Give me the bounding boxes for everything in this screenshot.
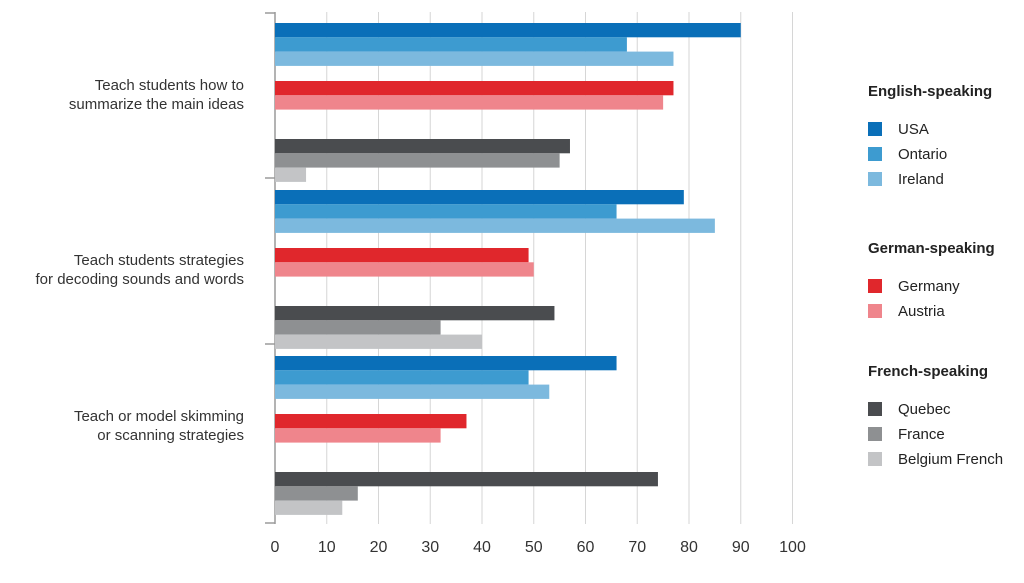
- legend-label: USA: [898, 121, 929, 138]
- bar-ontario: [275, 37, 627, 52]
- legend-swatch: [868, 427, 882, 441]
- bar-france: [275, 486, 358, 501]
- legend-swatch: [868, 452, 882, 466]
- legend-label: Germany: [898, 278, 960, 295]
- category-labels: Teach students how to summarize the main …: [36, 77, 244, 444]
- x-tick-label: 90: [732, 539, 750, 556]
- legend-label: France: [898, 426, 945, 443]
- bar-france: [275, 153, 560, 168]
- legend-group-title: French-speaking: [868, 363, 988, 380]
- legend-label: Belgium French: [898, 451, 1003, 468]
- category-label: or scanning strategies: [97, 427, 244, 444]
- bar-ontario: [275, 370, 529, 385]
- legend-label: Quebec: [898, 401, 951, 418]
- bar-austria: [275, 95, 664, 110]
- x-tick-label: 50: [525, 539, 543, 556]
- category-label: Teach or model skimming: [74, 408, 244, 425]
- bars: [275, 23, 741, 515]
- x-tick-labels: 0 10 20 30 40 50 60 70 80 90 100: [271, 539, 806, 556]
- legend-swatch: [868, 147, 882, 161]
- legend-swatch: [868, 304, 882, 318]
- x-tick-label: 100: [779, 539, 806, 556]
- legend-label: Austria: [898, 303, 945, 320]
- legend-label: Ireland: [898, 171, 944, 188]
- bar-quebec: [275, 306, 555, 321]
- legend-swatch: [868, 279, 882, 293]
- x-tick-label: 60: [577, 539, 595, 556]
- legend-swatch: [868, 402, 882, 416]
- bar-austria: [275, 428, 441, 443]
- legend-group-title: English-speaking: [868, 83, 992, 100]
- bar-france: [275, 320, 441, 335]
- bar-belgium-french: [275, 500, 343, 515]
- legend-swatch: [868, 122, 882, 136]
- bar-ireland: [275, 384, 550, 399]
- bar-belgium-french: [275, 334, 482, 349]
- legend-swatch: [868, 172, 882, 186]
- x-tick-label: 80: [680, 539, 698, 556]
- bar-germany: [275, 81, 674, 96]
- bar-austria: [275, 262, 534, 277]
- bar-usa: [275, 356, 617, 371]
- x-tick-label: 0: [271, 539, 280, 556]
- bar-quebec: [275, 472, 658, 487]
- category-label: Teach students strategies: [74, 252, 244, 269]
- legend-label: Ontario: [898, 146, 947, 163]
- y-axis: [265, 12, 276, 524]
- x-tick-label: 30: [421, 539, 439, 556]
- bar-germany: [275, 248, 529, 263]
- x-tick-label: 40: [473, 539, 491, 556]
- legend: English-speaking USA Ontario Ireland German-…: [868, 83, 1003, 468]
- bar-ireland: [275, 51, 674, 66]
- category-label: Teach students how to: [95, 77, 244, 94]
- x-tick-label: 20: [370, 539, 388, 556]
- bar-usa: [275, 190, 684, 205]
- bar-germany: [275, 414, 467, 429]
- bar-belgium-french: [275, 167, 307, 182]
- bar-ireland: [275, 218, 715, 233]
- category-label: for decoding sounds and words: [36, 271, 244, 288]
- x-tick-label: 70: [628, 539, 646, 556]
- legend-group-title: German-speaking: [868, 240, 995, 257]
- bar-quebec: [275, 139, 570, 154]
- bar-ontario: [275, 204, 617, 219]
- x-tick-label: 10: [318, 539, 336, 556]
- bar-usa: [275, 23, 741, 38]
- category-label: summarize the main ideas: [69, 96, 244, 113]
